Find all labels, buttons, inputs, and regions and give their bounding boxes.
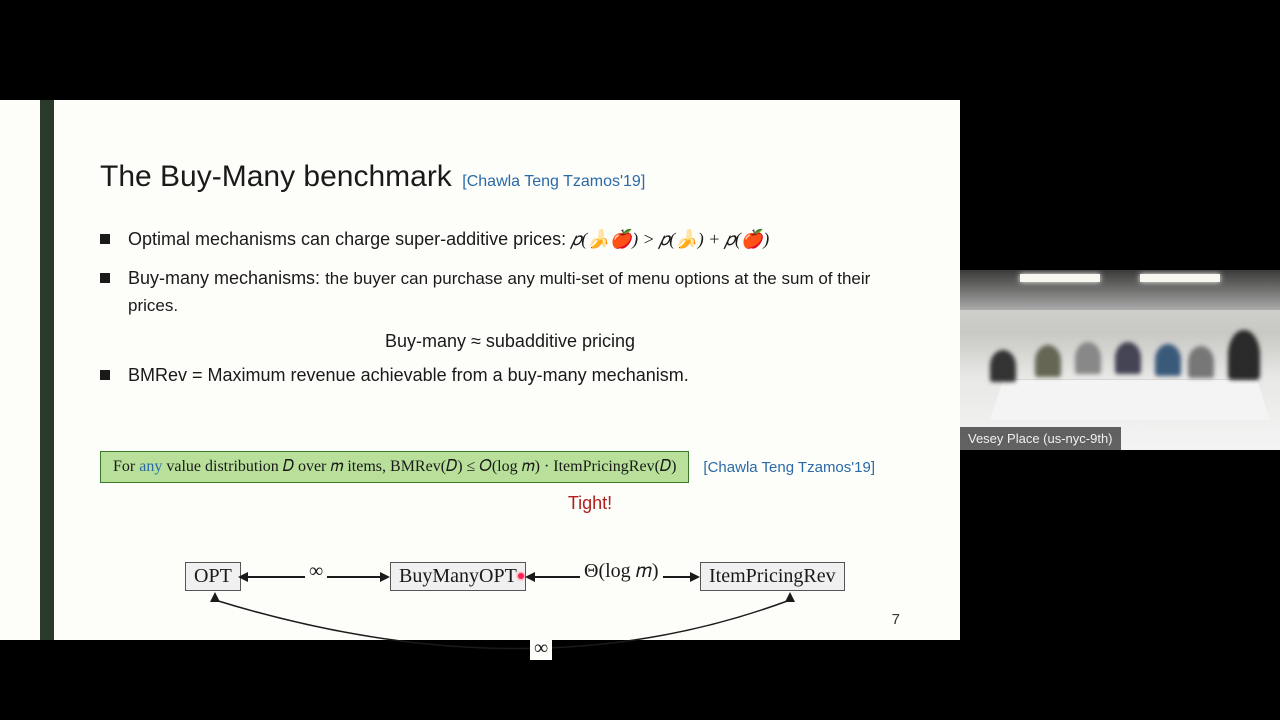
bullet-prefix: Optimal mechanisms can charge super-addi… bbox=[128, 229, 571, 249]
slide-accent-bar bbox=[40, 100, 54, 640]
bullet-marker bbox=[100, 370, 110, 380]
bullet-text: BMRev = Maximum revenue achievable from … bbox=[128, 362, 920, 389]
webcam-person bbox=[1075, 342, 1101, 374]
arrow-head-icon bbox=[210, 592, 220, 602]
theorem-row: For any value distribution 𝐷 over 𝑚 item… bbox=[100, 451, 920, 483]
webcam-person bbox=[1228, 330, 1260, 380]
tight-label: Tight! bbox=[260, 493, 920, 514]
bullet-marker bbox=[100, 234, 110, 244]
presentation-slide: The Buy-Many benchmark [Chawla Teng Tzam… bbox=[0, 100, 960, 640]
webcam-person bbox=[1115, 342, 1141, 374]
diagram-edge-label: ∞ bbox=[530, 637, 552, 660]
webcam-feed[interactable]: Vesey Place (us-nyc-9th) bbox=[960, 270, 1280, 450]
ceiling-light-icon bbox=[1020, 274, 1100, 282]
bullet-prefix: Buy-many mechanisms: bbox=[128, 268, 325, 288]
webcam-person bbox=[1035, 345, 1061, 377]
ceiling-light-icon bbox=[1140, 274, 1220, 282]
bullet-item: Buy-many mechanisms: the buyer can purch… bbox=[100, 265, 920, 319]
webcam-label: Vesey Place (us-nyc-9th) bbox=[960, 427, 1121, 450]
theorem-pre: For bbox=[113, 458, 139, 475]
slide-content: The Buy-Many benchmark [Chawla Teng Tzam… bbox=[100, 160, 920, 620]
slide-title: The Buy-Many benchmark bbox=[100, 160, 452, 193]
subline: Buy-many ≈ subadditive pricing bbox=[100, 331, 920, 352]
diagram-curve-arrow bbox=[110, 562, 870, 682]
bullet-item: Optimal mechanisms can charge super-addi… bbox=[100, 226, 920, 253]
bullet-list: Optimal mechanisms can charge super-addi… bbox=[100, 226, 920, 389]
theorem-any: any bbox=[139, 458, 162, 475]
bullet-marker bbox=[100, 273, 110, 283]
webcam-person bbox=[990, 350, 1016, 382]
webcam-ceiling bbox=[960, 270, 1280, 310]
bullet-item: BMRev = Maximum revenue achievable from … bbox=[100, 362, 920, 389]
arrow-head-icon bbox=[785, 592, 795, 602]
diagram: OPT BuyManyOPT ItemPricingRev ∞ Θ(log 𝑚)… bbox=[110, 562, 870, 672]
page-number: 7 bbox=[892, 611, 900, 628]
webcam-table bbox=[990, 379, 1270, 420]
slide-title-reference: [Chawla Teng Tzamos'19] bbox=[462, 173, 645, 190]
bullet-math: 𝑝(🍌🍎) > 𝑝(🍌) + 𝑝(🍎) bbox=[571, 229, 769, 249]
bullet-text: Buy-many mechanisms: the buyer can purch… bbox=[128, 265, 920, 319]
theorem-reference: [Chawla Teng Tzamos'19] bbox=[703, 459, 875, 476]
bullet-text: Optimal mechanisms can charge super-addi… bbox=[128, 226, 920, 253]
webcam-person bbox=[1155, 344, 1181, 376]
theorem-box: For any value distribution 𝐷 over 𝑚 item… bbox=[100, 451, 689, 483]
webcam-person bbox=[1188, 346, 1214, 378]
theorem-post: value distribution 𝐷 over 𝑚 items, BMRev… bbox=[162, 458, 676, 475]
